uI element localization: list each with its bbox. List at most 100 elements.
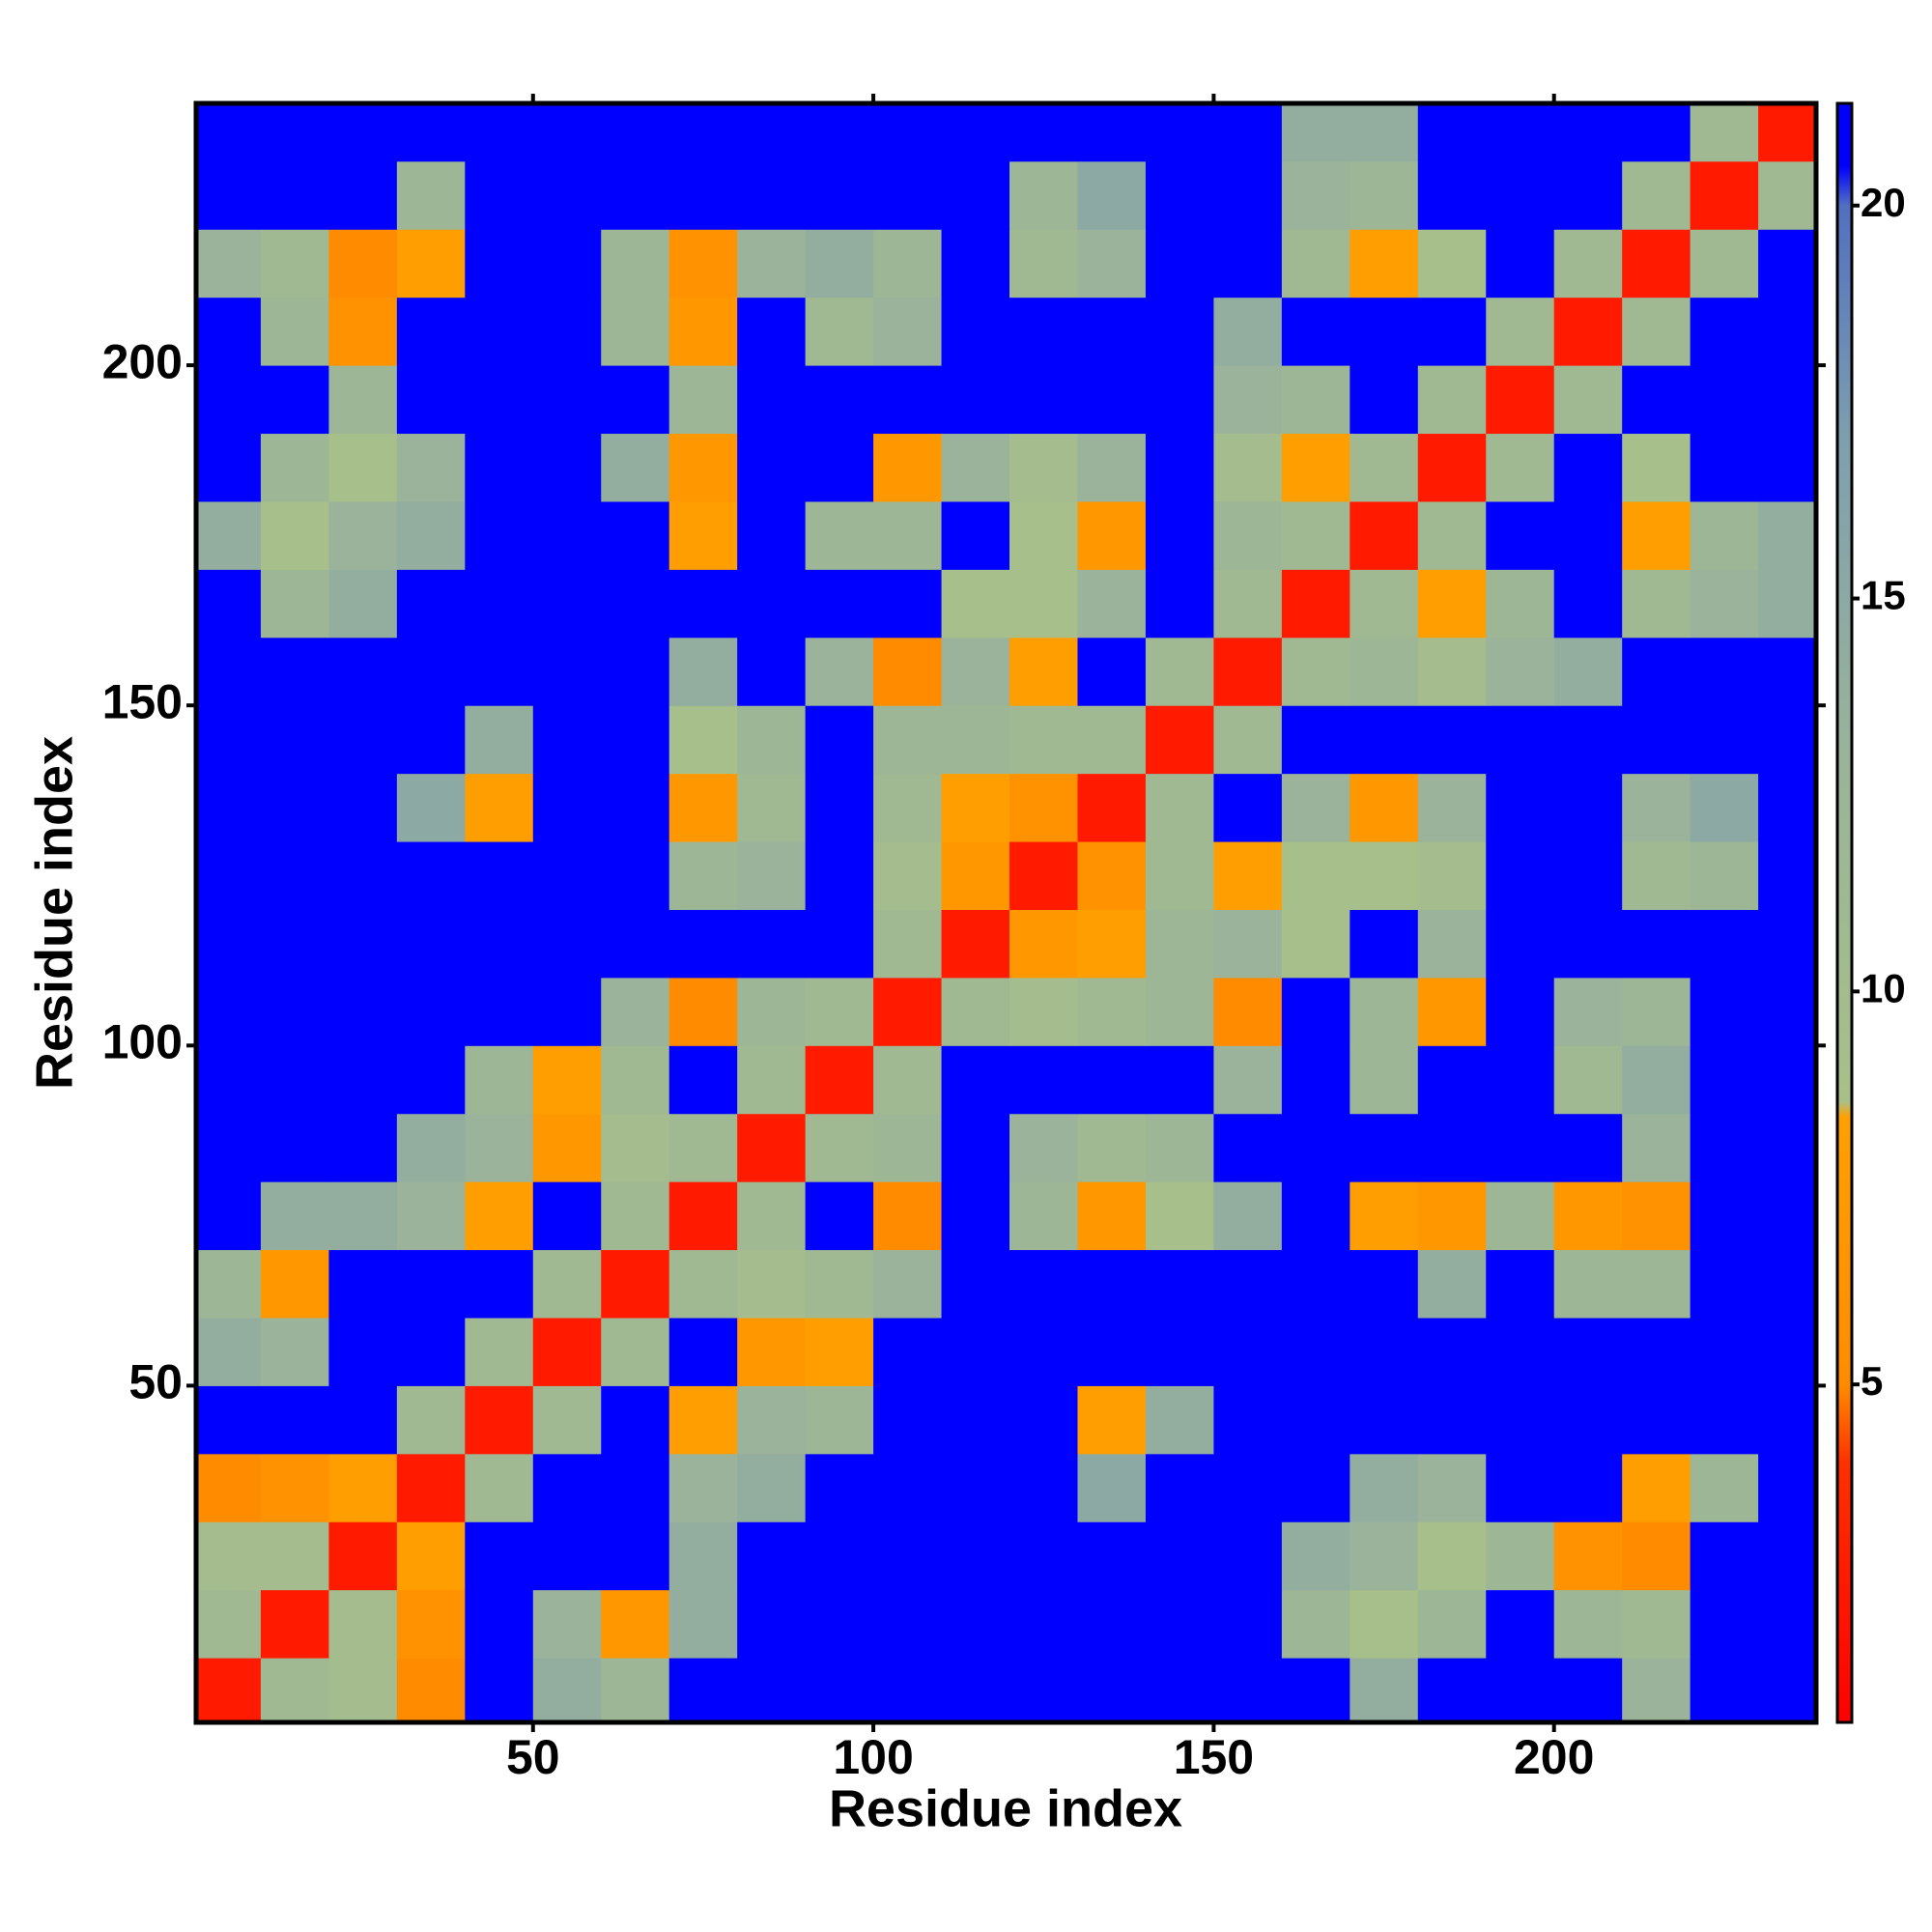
cell xyxy=(1758,365,1816,435)
cell xyxy=(1009,1181,1078,1251)
cell xyxy=(668,1521,738,1591)
cell xyxy=(260,841,329,910)
cell xyxy=(941,433,1010,502)
cell xyxy=(941,1113,1010,1182)
cell xyxy=(1281,229,1350,298)
cell xyxy=(1622,841,1691,910)
cell xyxy=(941,160,1010,230)
cell xyxy=(1758,1658,1816,1722)
cell xyxy=(1145,1453,1214,1522)
cell xyxy=(1077,1249,1147,1319)
cell xyxy=(873,1453,943,1522)
cell xyxy=(328,977,398,1046)
cell xyxy=(532,637,602,706)
cell xyxy=(941,1385,1010,1455)
cell xyxy=(396,103,466,162)
cell xyxy=(1758,500,1816,570)
x-tick-label: 100 xyxy=(833,1730,913,1784)
cell xyxy=(1350,1453,1419,1522)
cell xyxy=(1281,1181,1350,1251)
cell xyxy=(805,1658,874,1722)
cell xyxy=(328,229,398,298)
cell xyxy=(1350,841,1419,910)
cell xyxy=(260,1113,329,1182)
cell xyxy=(1281,637,1350,706)
cell xyxy=(328,637,398,706)
cell xyxy=(1213,229,1283,298)
cell xyxy=(1622,773,1691,842)
cell xyxy=(805,1249,874,1319)
cell xyxy=(737,1045,807,1115)
cell xyxy=(465,977,534,1046)
cell xyxy=(1758,1181,1816,1251)
cell xyxy=(465,297,534,366)
cell xyxy=(1417,229,1487,298)
cell xyxy=(396,500,466,570)
cell xyxy=(1417,160,1487,230)
cell xyxy=(1145,705,1214,775)
cell xyxy=(1417,773,1487,842)
cell xyxy=(1077,1658,1147,1722)
cell xyxy=(1350,1113,1419,1182)
cell xyxy=(737,1658,807,1722)
cell xyxy=(532,909,602,979)
cell xyxy=(196,1385,262,1455)
cell xyxy=(668,1453,738,1522)
cell xyxy=(465,1249,534,1319)
cell xyxy=(1213,103,1283,162)
cell xyxy=(1417,297,1487,366)
y-axis-label: Residue index xyxy=(25,736,83,1090)
cell xyxy=(328,1045,398,1115)
cell xyxy=(601,637,670,706)
cell xyxy=(465,433,534,502)
cell xyxy=(1553,705,1623,775)
cell xyxy=(1690,365,1759,435)
cell xyxy=(1009,229,1078,298)
cell xyxy=(941,1318,1010,1386)
cell xyxy=(328,500,398,570)
cell xyxy=(1417,1249,1487,1319)
cell xyxy=(941,1589,1010,1659)
cell xyxy=(1417,365,1487,435)
cell xyxy=(1622,1045,1691,1115)
cell xyxy=(601,365,670,435)
cell xyxy=(260,103,329,162)
cell xyxy=(328,1658,398,1722)
cell xyxy=(1486,103,1555,162)
cell xyxy=(1281,909,1350,979)
cell xyxy=(260,1385,329,1455)
cell xyxy=(1350,637,1419,706)
cell xyxy=(1622,909,1691,979)
cell xyxy=(601,977,670,1046)
cell xyxy=(601,297,670,366)
cell xyxy=(1690,909,1759,979)
x-tick-label: 150 xyxy=(1174,1730,1254,1784)
cell xyxy=(1486,1318,1555,1386)
cell xyxy=(1622,569,1691,639)
cell xyxy=(668,705,738,775)
cell xyxy=(1486,1181,1555,1251)
cell xyxy=(873,229,943,298)
cell xyxy=(1486,297,1555,366)
x-tick-label: 200 xyxy=(1514,1730,1594,1784)
cell xyxy=(1486,909,1555,979)
cell xyxy=(805,365,874,435)
y-tick-label: 200 xyxy=(102,334,183,388)
cell xyxy=(196,297,262,366)
cell xyxy=(328,1249,398,1319)
cell xyxy=(1758,1045,1816,1115)
cell xyxy=(532,773,602,842)
cell xyxy=(328,1453,398,1522)
cell xyxy=(1009,1318,1078,1386)
cell xyxy=(1009,1521,1078,1591)
cell xyxy=(328,705,398,775)
cell xyxy=(196,1658,262,1722)
cell xyxy=(1213,841,1283,910)
cell xyxy=(805,909,874,979)
cell xyxy=(873,1249,943,1319)
cell xyxy=(941,500,1010,570)
cell xyxy=(396,1521,466,1591)
cell xyxy=(737,1113,807,1182)
cell xyxy=(873,569,943,639)
cell xyxy=(1213,977,1283,1046)
